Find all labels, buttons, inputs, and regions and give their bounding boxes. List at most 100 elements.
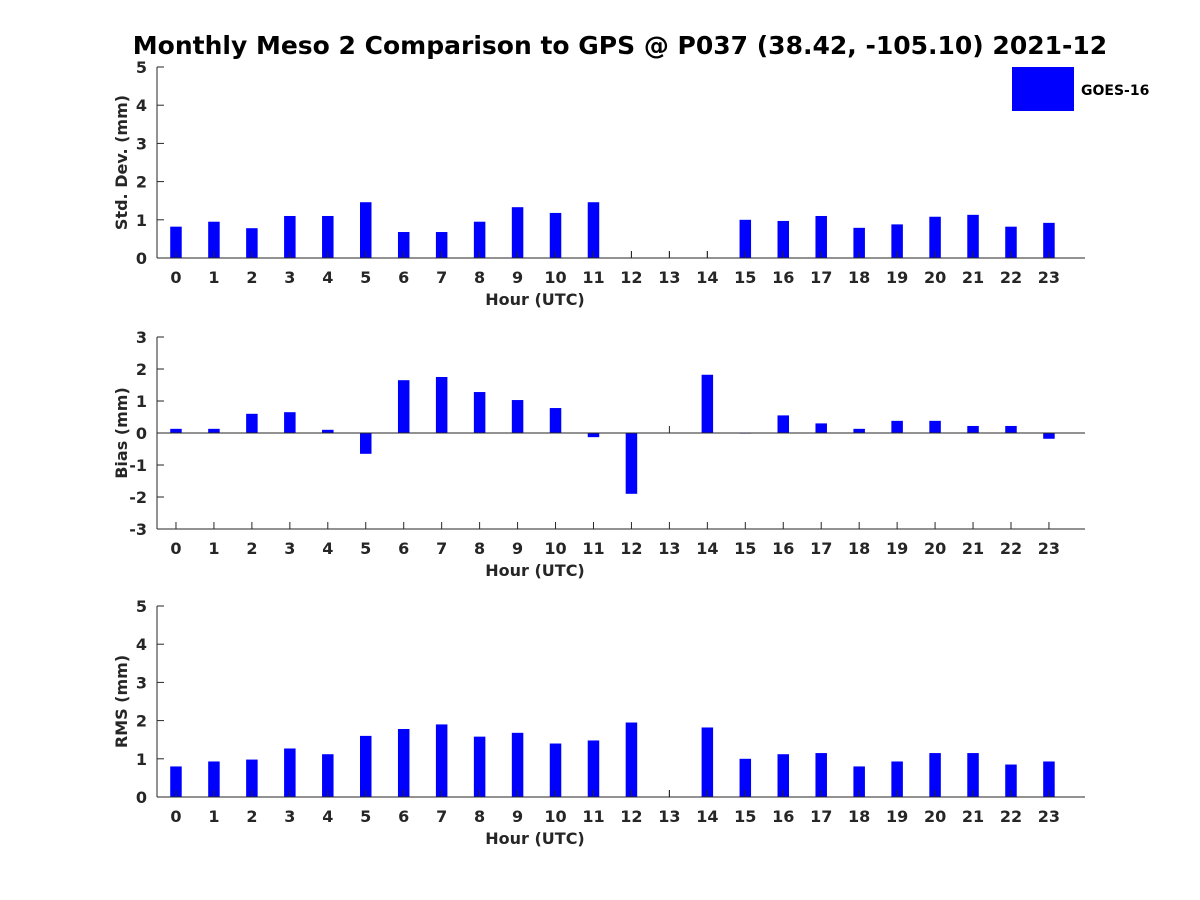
bar: [815, 753, 827, 797]
bar: [625, 433, 638, 494]
x-tick-label: 22: [1000, 807, 1022, 826]
bar: [397, 729, 410, 797]
x-tick-label: 13: [658, 268, 680, 287]
x-tick-label: 11: [582, 268, 604, 287]
bar: [891, 761, 903, 797]
y-tick-label: 2: [136, 712, 147, 731]
bar: [322, 754, 334, 797]
bar: [246, 413, 258, 433]
x-tick-label: 12: [620, 268, 642, 287]
x-tick-label: 19: [886, 268, 908, 287]
bar: [360, 433, 372, 454]
y-tick-label: 5: [136, 58, 147, 77]
x-axis-label: Hour (UTC): [485, 290, 585, 309]
legend: GOES-16: [1012, 67, 1149, 111]
bar: [777, 754, 790, 797]
x-tick-label: 22: [1000, 539, 1022, 558]
bar: [246, 228, 258, 258]
x-tick-label: 10: [544, 539, 566, 558]
bar: [853, 428, 865, 433]
bar: [815, 215, 827, 258]
bar: [170, 766, 182, 797]
x-tick-label: 2: [246, 807, 257, 826]
bar: [1005, 226, 1017, 258]
bar: [1043, 433, 1055, 439]
x-tick-label: 5: [360, 539, 371, 558]
x-tick-label: 3: [284, 807, 295, 826]
x-tick-label: 18: [848, 268, 870, 287]
x-tick-label: 15: [734, 539, 756, 558]
bar: [473, 221, 486, 258]
x-tick-label: 13: [658, 807, 680, 826]
bar: [587, 202, 600, 258]
bar: [929, 753, 941, 797]
x-tick-label: 16: [772, 268, 794, 287]
x-tick-label: 12: [620, 539, 642, 558]
x-tick-label: 10: [544, 268, 566, 287]
bar: [587, 433, 600, 438]
bar: [473, 392, 486, 433]
x-tick-label: 4: [322, 539, 333, 558]
bar: [967, 425, 979, 433]
bar: [284, 412, 296, 433]
y-tick-label: -1: [129, 456, 147, 475]
bar: [435, 377, 448, 433]
y-tick-label: 0: [136, 424, 147, 443]
x-tick-label: 21: [962, 807, 984, 826]
bar: [549, 212, 562, 258]
bar: [360, 202, 372, 258]
x-tick-label: 22: [1000, 268, 1022, 287]
bar: [435, 232, 448, 258]
bar: [967, 214, 979, 258]
x-tick-label: 7: [436, 807, 447, 826]
bar: [853, 766, 865, 797]
x-tick-label: 20: [924, 807, 946, 826]
x-tick-label: 10: [544, 807, 566, 826]
x-tick-label: 17: [810, 268, 832, 287]
bar: [208, 428, 220, 433]
x-tick-label: 18: [848, 807, 870, 826]
x-tick-label: 17: [810, 539, 832, 558]
x-tick-label: 5: [360, 807, 371, 826]
bar: [511, 207, 524, 258]
x-tick-label: 3: [284, 539, 295, 558]
x-tick-label: 14: [696, 539, 718, 558]
x-tick-label: 21: [962, 539, 984, 558]
x-tick-label: 6: [398, 268, 409, 287]
bar: [170, 428, 182, 433]
figure-title: Monthly Meso 2 Comparison to GPS @ P037 …: [133, 31, 1107, 60]
y-tick-label: 2: [136, 173, 147, 192]
y-tick-label: -2: [129, 488, 147, 507]
x-tick-label: 8: [474, 268, 485, 287]
x-tick-label: 13: [658, 539, 680, 558]
bar: [549, 743, 562, 797]
legend-label: GOES-16: [1081, 83, 1149, 99]
bar: [170, 226, 182, 258]
x-tick-label: 2: [246, 268, 257, 287]
x-tick-label: 1: [208, 268, 219, 287]
y-axis-label: Std. Dev. (mm): [112, 95, 131, 230]
x-tick-label: 23: [1038, 807, 1060, 826]
x-tick-label: 23: [1038, 539, 1060, 558]
x-tick-label: 8: [474, 807, 485, 826]
bar: [891, 420, 903, 433]
bar: [701, 727, 714, 797]
x-tick-label: 6: [398, 807, 409, 826]
x-tick-label: 20: [924, 268, 946, 287]
bar: [739, 219, 752, 258]
y-tick-label: 4: [136, 635, 147, 654]
y-tick-label: 2: [136, 360, 147, 379]
x-tick-label: 6: [398, 539, 409, 558]
bar: [397, 232, 410, 258]
x-tick-label: 3: [284, 268, 295, 287]
bar: [208, 761, 220, 797]
x-tick-label: 18: [848, 539, 870, 558]
bar: [1043, 761, 1055, 797]
y-tick-label: 0: [136, 249, 147, 268]
bar: [739, 758, 752, 797]
x-tick-label: 7: [436, 268, 447, 287]
bar: [549, 408, 562, 433]
x-tick-label: 14: [696, 807, 718, 826]
bar: [967, 753, 979, 797]
